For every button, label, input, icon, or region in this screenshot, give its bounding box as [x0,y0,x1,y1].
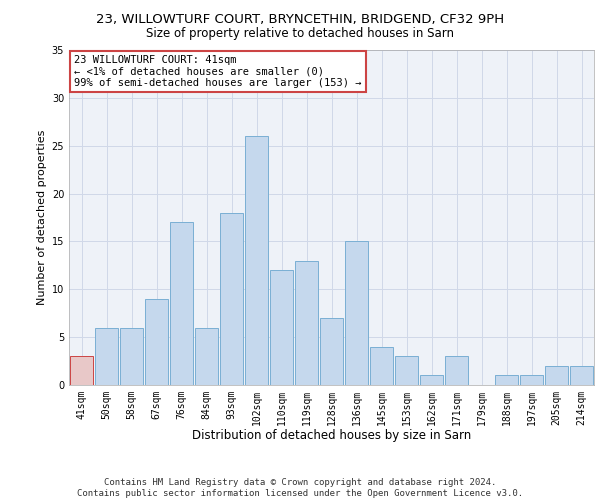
Y-axis label: Number of detached properties: Number of detached properties [37,130,47,305]
Bar [545,366,568,385]
Bar [145,299,169,385]
Bar [445,356,469,385]
Bar [520,376,544,385]
Text: Size of property relative to detached houses in Sarn: Size of property relative to detached ho… [146,28,454,40]
Bar [245,136,268,385]
Bar [320,318,343,385]
Bar [269,270,293,385]
X-axis label: Distribution of detached houses by size in Sarn: Distribution of detached houses by size … [192,430,471,442]
Bar [569,366,593,385]
Bar [419,376,443,385]
Text: 23 WILLOWTURF COURT: 41sqm
← <1% of detached houses are smaller (0)
99% of semi-: 23 WILLOWTURF COURT: 41sqm ← <1% of deta… [74,55,362,88]
Bar [370,346,394,385]
Bar [295,260,319,385]
Bar [494,376,518,385]
Bar [344,242,368,385]
Bar [194,328,218,385]
Bar [119,328,143,385]
Text: Contains HM Land Registry data © Crown copyright and database right 2024.
Contai: Contains HM Land Registry data © Crown c… [77,478,523,498]
Bar [395,356,418,385]
Bar [170,222,193,385]
Bar [220,212,244,385]
Text: 23, WILLOWTURF COURT, BRYNCETHIN, BRIDGEND, CF32 9PH: 23, WILLOWTURF COURT, BRYNCETHIN, BRIDGE… [96,12,504,26]
Bar [70,356,94,385]
Bar [95,328,118,385]
